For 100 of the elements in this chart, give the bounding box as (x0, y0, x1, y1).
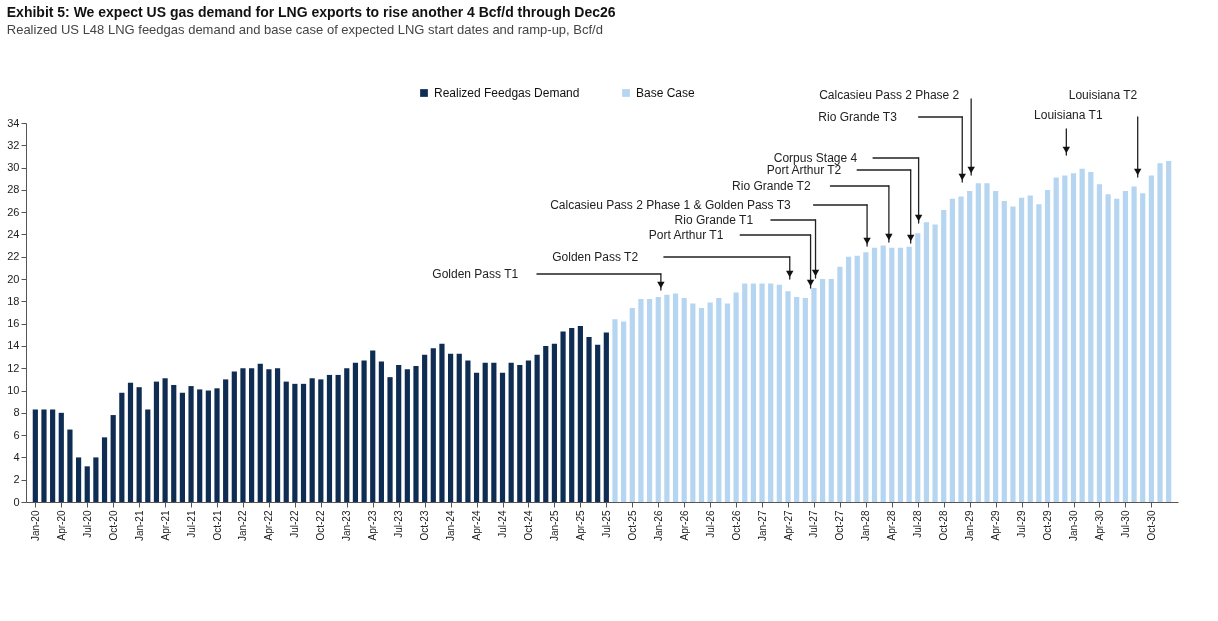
bar (101, 437, 108, 502)
bar (707, 302, 713, 502)
bar (932, 224, 938, 502)
annotation: Calcasieu Pass 2 Phase 1 & Golden Pass T3 (550, 198, 792, 212)
bar (845, 256, 852, 502)
x-tick-label: Oct-30 (1145, 510, 1157, 541)
bar (655, 296, 661, 502)
bar (67, 429, 73, 502)
bar (127, 382, 134, 502)
x-tick-label: Oct-25 (626, 510, 638, 541)
bar (136, 387, 142, 502)
x-tick-label: Jul-30 (1119, 510, 1131, 538)
bar (733, 292, 739, 502)
y-tick-label: 16 (7, 317, 20, 330)
bar (820, 279, 826, 502)
bar (525, 360, 532, 502)
bar (586, 337, 592, 502)
y-tick-label: 28 (7, 183, 20, 196)
bar (577, 325, 583, 502)
x-tick-label: Jul-24 (497, 510, 509, 538)
x-tick-label: Oct-26 (730, 510, 742, 541)
y-tick-label: 4 (13, 450, 20, 463)
bar (742, 283, 748, 502)
bar (690, 303, 696, 502)
bar (179, 392, 185, 502)
text: Louisiana T2 (1068, 88, 1138, 102)
bar (897, 247, 904, 502)
bar (794, 296, 800, 502)
y-tick-label: 14 (7, 339, 20, 352)
bar (681, 298, 687, 502)
bar (75, 457, 82, 502)
bar (473, 372, 480, 502)
x-tick-label: Oct-29 (1042, 510, 1054, 541)
bar (283, 381, 289, 502)
x-tick-label: Apr-24 (471, 510, 483, 541)
bar (50, 409, 56, 502)
bar (750, 283, 756, 502)
x-tick-label: Apr-21 (159, 510, 171, 541)
bar (205, 390, 211, 502)
x-tick-label: Apr-29 (990, 510, 1002, 541)
x-tick-label: Jan-22 (237, 510, 249, 542)
x-tick-label: Jan-25 (548, 510, 560, 542)
x-tick-label: Oct-24 (522, 510, 534, 541)
x-tick-label: Apr-26 (678, 510, 690, 541)
bar (595, 344, 601, 502)
bar (335, 374, 341, 502)
bar (560, 331, 566, 502)
bar (1140, 193, 1146, 502)
x-tick-label: Jul-29 (1016, 510, 1028, 538)
bar (378, 361, 384, 502)
bar (352, 362, 359, 502)
bar (508, 362, 514, 502)
bar (266, 369, 272, 502)
bar (32, 409, 38, 502)
y-tick-label: 34 (7, 116, 20, 129)
bar (768, 283, 774, 502)
bar (534, 354, 540, 502)
bar (941, 209, 947, 502)
x-tick-label: Apr-27 (782, 510, 794, 541)
legend-label: Realized Feedgas Demand (434, 86, 580, 100)
x-tick-label: Jul-22 (289, 510, 301, 538)
bar (361, 360, 367, 502)
bar (292, 383, 298, 502)
bar (318, 379, 324, 502)
x-tick-label: Jul-21 (185, 510, 197, 538)
annotation: Golden Pass T1 (432, 267, 519, 281)
x-tick-label: Apr-28 (886, 510, 898, 541)
bar (672, 293, 679, 502)
x-tick-label: Apr-20 (55, 510, 67, 541)
bar (551, 343, 558, 502)
bar (300, 383, 307, 502)
bar (223, 379, 229, 502)
x-tick-label: Oct-20 (107, 510, 119, 541)
y-tick-label: 24 (7, 227, 20, 240)
bar (491, 362, 497, 502)
chart-title: Exhibit 5: We expect US gas demand for LNG exports to rise another 4 Bcf/d through Dec26 (6, 4, 616, 20)
bar (889, 247, 895, 502)
bar (629, 308, 635, 502)
bar (776, 284, 782, 502)
x-tick-label: Apr-30 (1093, 510, 1105, 541)
bar (1157, 163, 1163, 502)
bar (413, 366, 419, 502)
bar (1027, 195, 1033, 502)
bar (214, 388, 220, 502)
y-tick-label: 0 (13, 495, 20, 508)
bar (93, 457, 99, 502)
bar (387, 377, 393, 502)
annotation: Rio Grande T2 (732, 179, 811, 193)
x-tick-label: Jul-27 (808, 510, 820, 538)
annotation: Port Arthur T1 (648, 228, 724, 242)
y-tick-label: 26 (7, 205, 20, 218)
x-tick-label: Jan-24 (445, 510, 457, 542)
bar (993, 191, 999, 502)
x-tick-label: Jul-28 (912, 510, 924, 538)
bar (1010, 206, 1016, 502)
bar (119, 392, 125, 502)
annotation: Rio Grande T1 (674, 213, 754, 227)
bar (716, 298, 722, 502)
bar (326, 374, 333, 502)
bar (188, 386, 194, 502)
